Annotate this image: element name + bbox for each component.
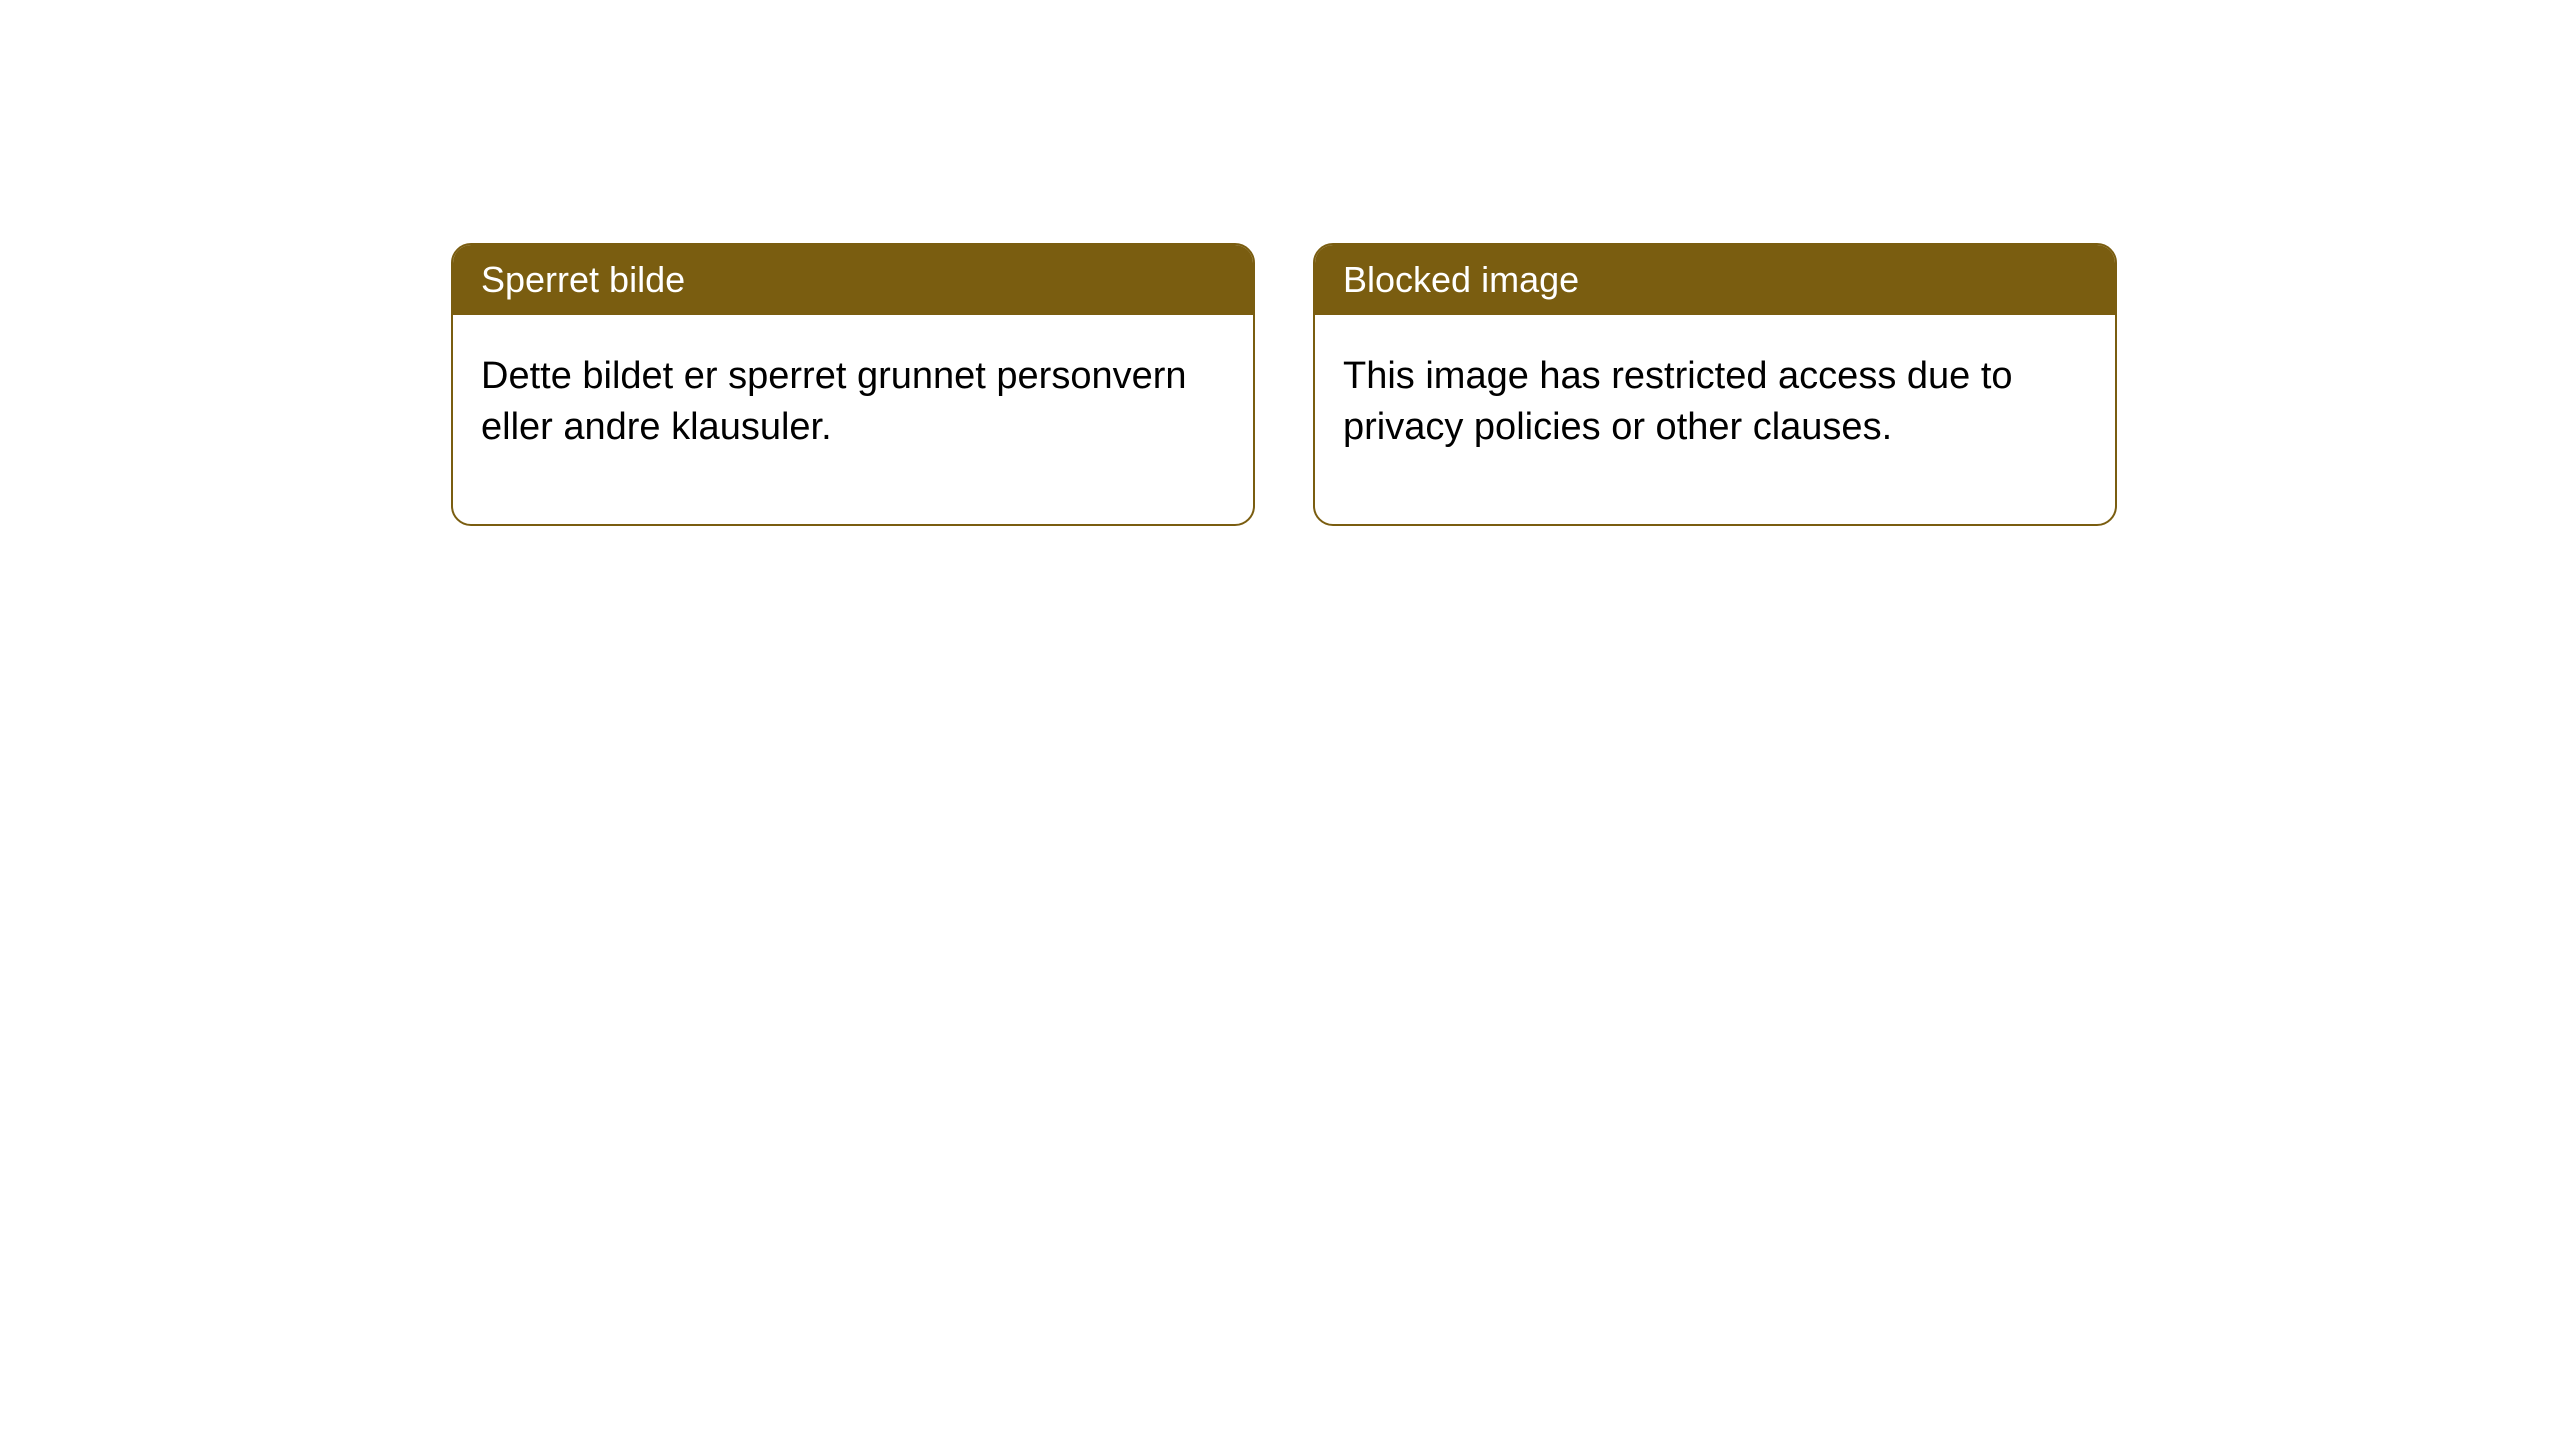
card-title: Sperret bilde — [481, 259, 685, 300]
card-body-text: Dette bildet er sperret grunnet personve… — [481, 355, 1187, 448]
blocked-image-card-no: Sperret bilde Dette bildet er sperret gr… — [451, 243, 1255, 526]
card-header: Sperret bilde — [453, 245, 1253, 315]
card-body: Dette bildet er sperret grunnet personve… — [453, 315, 1253, 524]
card-body-text: This image has restricted access due to … — [1343, 355, 2013, 448]
card-title: Blocked image — [1343, 259, 1579, 300]
card-body: This image has restricted access due to … — [1315, 315, 2115, 524]
card-header: Blocked image — [1315, 245, 2115, 315]
cards-container: Sperret bilde Dette bildet er sperret gr… — [0, 0, 2560, 526]
blocked-image-card-en: Blocked image This image has restricted … — [1313, 243, 2117, 526]
